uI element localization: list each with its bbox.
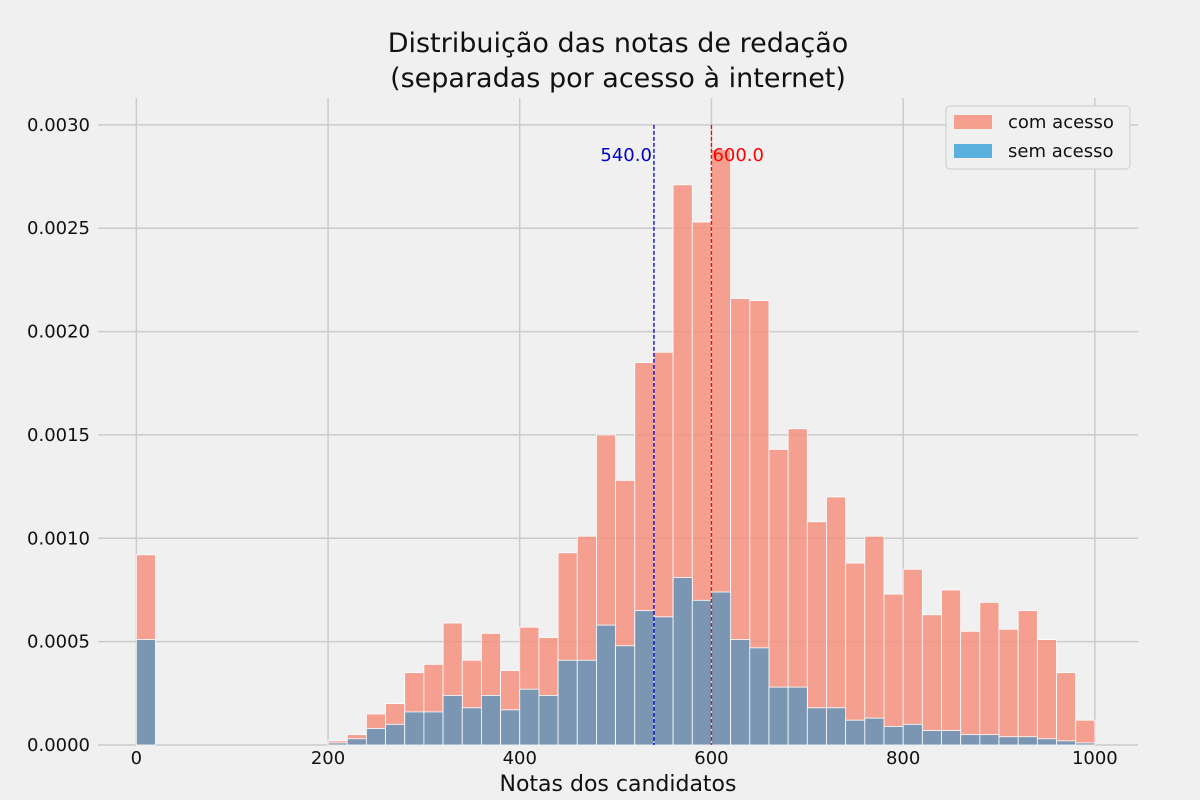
bar-sem-acesso — [806, 707, 827, 746]
bar-sem-acesso — [596, 624, 617, 746]
bar-sem-acesso — [864, 717, 885, 746]
bar-com-acesso — [979, 601, 1000, 746]
bar-sem-acesso — [557, 659, 578, 746]
bar-sem-acesso — [365, 728, 386, 746]
bar-com-acesso — [883, 593, 904, 746]
x-tick-label: 600 — [694, 748, 728, 769]
bar-sem-acesso — [461, 707, 482, 746]
grid — [98, 98, 1138, 746]
bar-com-acesso — [1017, 610, 1038, 746]
legend-swatch-com-acesso — [954, 115, 992, 129]
bar-com-acesso — [941, 589, 962, 746]
x-tick-label: 1000 — [1072, 748, 1118, 769]
bar-sem-acesso — [653, 616, 674, 746]
bar-sem-acesso — [327, 742, 348, 746]
bar-sem-acesso — [1056, 740, 1077, 746]
bar-com-acesso — [1075, 719, 1096, 746]
bar-sem-acesso — [711, 591, 732, 746]
y-tick-label: 0.0010 — [27, 528, 90, 549]
bar-sem-acesso — [500, 709, 521, 746]
bar-sem-acesso — [481, 694, 501, 746]
legend-swatch-sem-acesso — [954, 144, 992, 158]
bar-sem-acesso — [749, 647, 770, 746]
x-tick-label: 200 — [311, 748, 345, 769]
x-tick-labels: 0 200 400 600 800 1000 — [131, 748, 1118, 769]
legend-label-sem-acesso: sem acesso — [1008, 141, 1113, 162]
bar-sem-acesso — [941, 730, 962, 746]
bar-sem-acesso — [538, 694, 559, 746]
bar-sem-acesso — [423, 711, 444, 746]
bar-com-acesso — [902, 568, 923, 746]
y-tick-label: 0.0020 — [27, 322, 90, 343]
bar-com-acesso — [998, 628, 1019, 746]
bar-sem-acesso — [979, 734, 1000, 746]
bar-sem-acesso — [135, 639, 156, 746]
bar-com-acesso — [1056, 672, 1077, 746]
bar-sem-acesso — [634, 610, 655, 746]
reference-line-label: 600.0 — [712, 145, 764, 166]
bar-sem-acesso — [691, 599, 712, 746]
bar-com-acesso — [845, 562, 866, 746]
legend-label-com-acesso: com acesso — [1008, 112, 1114, 133]
bar-sem-acesso — [883, 725, 904, 746]
bars-sem-acesso — [135, 577, 1096, 746]
bar-com-acesso — [921, 614, 942, 746]
y-tick-label: 0.0030 — [27, 115, 90, 136]
bar-sem-acesso — [1017, 736, 1038, 746]
chart-title: Distribuição das notas de redação — [388, 28, 849, 59]
bar-sem-acesso — [921, 730, 942, 746]
bar-sem-acesso — [576, 659, 597, 746]
reference-line-label: 540.0 — [600, 145, 652, 166]
bar-sem-acesso — [672, 577, 693, 746]
bar-sem-acesso — [615, 645, 636, 746]
bar-sem-acesso — [902, 723, 923, 746]
y-tick-labels: 0.0000 0.0005 0.0010 0.0015 0.0020 0.0025 0.00… — [27, 115, 90, 756]
chart-subtitle: (separadas por acesso à internet) — [390, 63, 846, 94]
bar-sem-acesso — [845, 719, 866, 746]
bar-sem-acesso — [404, 711, 425, 746]
x-axis-label: Notas dos candidatos — [500, 772, 737, 797]
y-tick-label: 0.0025 — [27, 218, 90, 239]
bar-sem-acesso — [385, 723, 406, 746]
x-tick-label: 800 — [886, 748, 920, 769]
bar-sem-acesso — [960, 734, 981, 746]
bar-com-acesso — [864, 535, 885, 746]
bar-sem-acesso — [346, 738, 367, 746]
bar-sem-acesso — [826, 707, 847, 746]
x-tick-label: 400 — [503, 748, 537, 769]
bar-com-acesso — [960, 630, 981, 746]
bar-sem-acesso — [730, 639, 751, 746]
bar-sem-acesso — [1036, 738, 1057, 746]
bar-sem-acesso — [442, 694, 463, 746]
y-tick-label: 0.0015 — [27, 425, 90, 446]
bar-sem-acesso — [1075, 742, 1096, 746]
legend: com acesso sem acesso — [945, 105, 1131, 170]
y-tick-label: 0.0000 — [27, 735, 90, 756]
y-tick-label: 0.0005 — [27, 632, 90, 653]
x-tick-label: 0 — [131, 748, 142, 769]
bar-sem-acesso — [768, 686, 789, 746]
bar-sem-acesso — [787, 686, 808, 746]
bar-sem-acesso — [998, 736, 1019, 746]
bar-com-acesso — [1036, 639, 1057, 746]
reference-lines: 540.0 600.0 — [600, 124, 764, 745]
bar-sem-acesso — [519, 688, 540, 746]
